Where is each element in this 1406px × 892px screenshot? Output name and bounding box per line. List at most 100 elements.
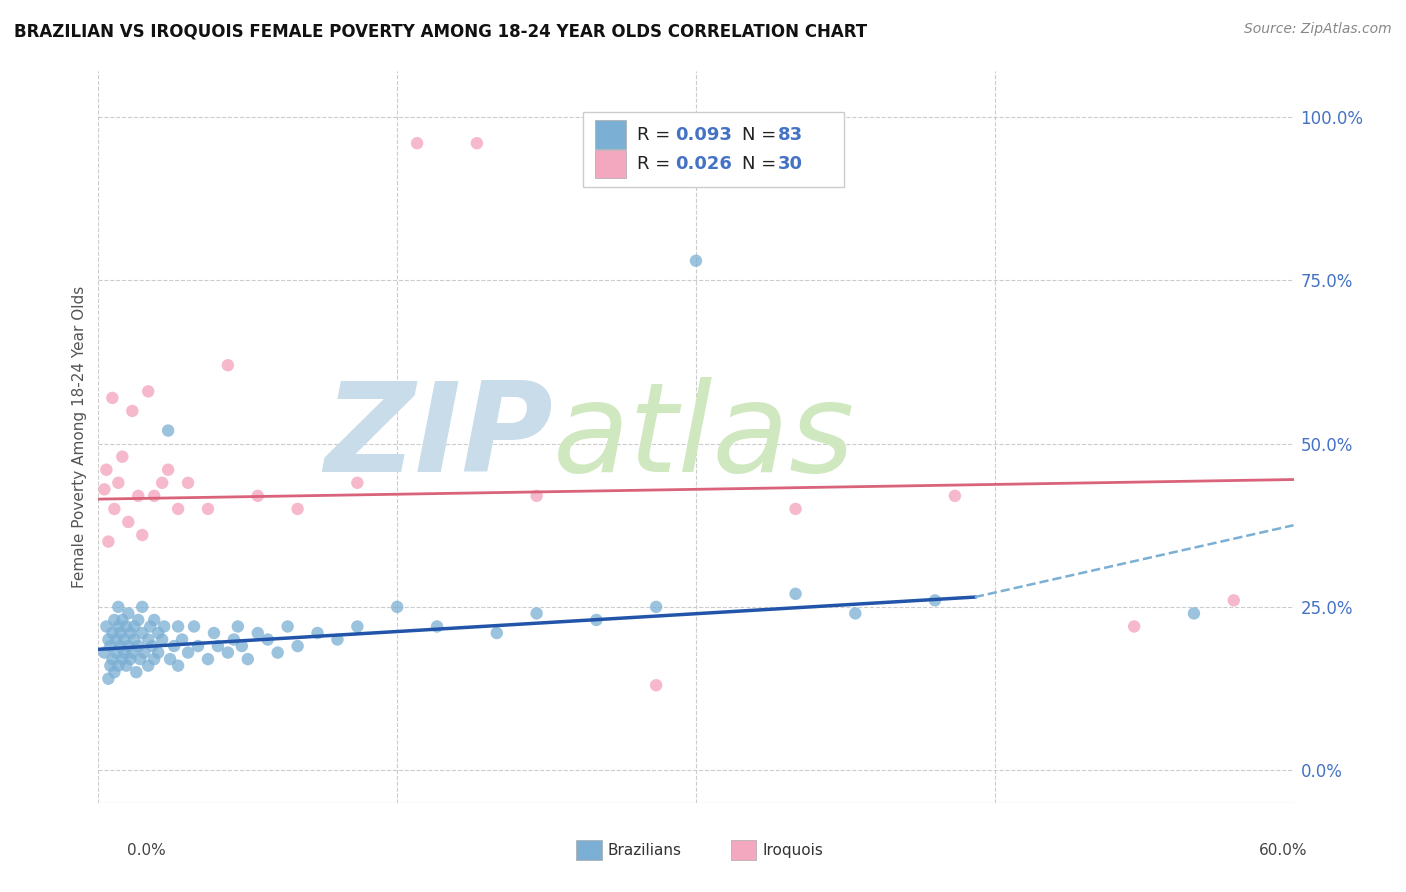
Point xyxy=(326,632,349,647)
Point xyxy=(183,619,205,633)
Point xyxy=(143,613,166,627)
Point xyxy=(202,626,225,640)
Point xyxy=(526,607,548,621)
Point xyxy=(131,528,153,542)
Point xyxy=(226,619,249,633)
Point xyxy=(150,475,173,490)
Point xyxy=(101,626,124,640)
Point xyxy=(585,613,607,627)
Point xyxy=(148,626,170,640)
Point xyxy=(157,424,180,438)
Point xyxy=(131,599,153,614)
Point xyxy=(785,502,807,516)
Point xyxy=(112,646,135,660)
Text: 0.093: 0.093 xyxy=(675,126,731,144)
Point xyxy=(121,404,143,418)
Point xyxy=(136,632,159,647)
Point xyxy=(110,639,132,653)
Point xyxy=(785,587,807,601)
Text: 83: 83 xyxy=(778,126,803,144)
Point xyxy=(385,599,409,614)
Point xyxy=(287,502,309,516)
Point xyxy=(150,632,173,647)
Point xyxy=(97,534,120,549)
Point xyxy=(645,599,668,614)
Point xyxy=(685,253,707,268)
Point xyxy=(112,632,135,647)
Point xyxy=(277,619,299,633)
Text: ZIP: ZIP xyxy=(323,376,553,498)
Point xyxy=(172,632,194,647)
Point xyxy=(107,599,129,614)
Point xyxy=(129,652,152,666)
Point xyxy=(115,658,138,673)
Point xyxy=(124,619,146,633)
Point xyxy=(1223,593,1246,607)
Point xyxy=(120,652,142,666)
Point xyxy=(1123,619,1146,633)
Point xyxy=(526,489,548,503)
Text: N =: N = xyxy=(742,126,782,144)
Point xyxy=(98,658,122,673)
Point xyxy=(111,613,134,627)
Point xyxy=(93,646,115,660)
Text: N =: N = xyxy=(742,155,782,173)
Text: 60.0%: 60.0% xyxy=(1260,843,1308,858)
Point xyxy=(153,619,176,633)
Point xyxy=(148,646,170,660)
Point xyxy=(217,646,239,660)
Point xyxy=(167,502,190,516)
Point xyxy=(267,646,290,660)
Point xyxy=(645,678,668,692)
Point xyxy=(167,658,190,673)
Point xyxy=(97,632,120,647)
Point xyxy=(93,483,115,497)
Point xyxy=(111,652,134,666)
Point xyxy=(110,626,132,640)
Point xyxy=(125,665,148,680)
Point xyxy=(141,639,163,653)
Point xyxy=(346,475,368,490)
Point xyxy=(103,613,125,627)
Point xyxy=(346,619,368,633)
Point xyxy=(406,136,429,151)
Point xyxy=(121,646,143,660)
Text: 0.0%: 0.0% xyxy=(127,843,166,858)
Point xyxy=(105,646,128,660)
Point xyxy=(1182,607,1205,621)
Text: Iroquois: Iroquois xyxy=(762,843,823,857)
Point xyxy=(217,358,239,372)
Point xyxy=(256,632,278,647)
Point xyxy=(131,626,153,640)
Point xyxy=(101,652,124,666)
Text: R =: R = xyxy=(637,126,676,144)
Text: Brazilians: Brazilians xyxy=(607,843,682,857)
Point xyxy=(111,450,134,464)
Text: BRAZILIAN VS IROQUOIS FEMALE POVERTY AMONG 18-24 YEAR OLDS CORRELATION CHART: BRAZILIAN VS IROQUOIS FEMALE POVERTY AMO… xyxy=(14,22,868,40)
Point xyxy=(236,652,259,666)
Text: atlas: atlas xyxy=(553,376,855,498)
Point xyxy=(124,632,146,647)
Point xyxy=(120,626,142,640)
Point xyxy=(197,652,219,666)
Point xyxy=(97,672,120,686)
Point xyxy=(101,391,124,405)
Point xyxy=(143,652,166,666)
Point xyxy=(943,489,966,503)
Point xyxy=(159,652,181,666)
Point xyxy=(485,626,508,640)
Point xyxy=(103,665,125,680)
Point xyxy=(98,639,122,653)
Point xyxy=(117,639,139,653)
Point xyxy=(287,639,309,653)
Point xyxy=(96,619,118,633)
Point xyxy=(187,639,209,653)
Point xyxy=(222,632,245,647)
Text: 30: 30 xyxy=(778,155,803,173)
Point xyxy=(246,626,269,640)
Point xyxy=(163,639,186,653)
Text: Source: ZipAtlas.com: Source: ZipAtlas.com xyxy=(1244,22,1392,37)
Point xyxy=(107,658,129,673)
Point xyxy=(231,639,253,653)
Point xyxy=(127,489,149,503)
